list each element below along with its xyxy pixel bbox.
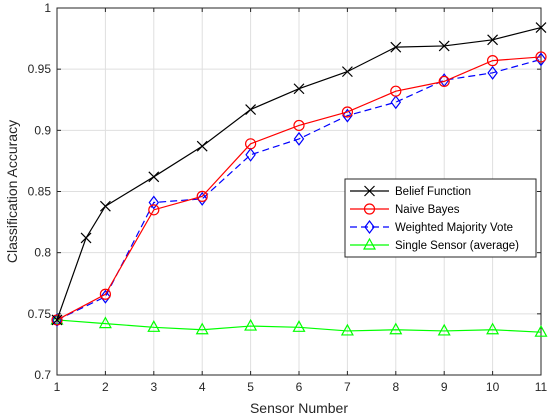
- data-point-marker: [51, 314, 63, 326]
- data-point-marker: [80, 232, 92, 244]
- x-tick-label: 2: [102, 380, 109, 394]
- data-point-marker: [487, 65, 498, 80]
- x-tick-label: 10: [486, 380, 500, 394]
- legend-item: Weighted Majority Vote: [350, 220, 513, 234]
- legend: Belief Function Naive Bayes Weighted Major…: [344, 178, 537, 258]
- x-tick-label: 1: [54, 380, 61, 394]
- data-point-marker: [99, 288, 112, 300]
- x-tick-label: 11: [535, 380, 548, 394]
- data-point-marker: [245, 147, 256, 162]
- data-point-marker: [535, 51, 547, 63]
- data-point-marker: [340, 323, 354, 336]
- data-point-marker: [437, 323, 451, 336]
- x-tick-label: 3: [150, 380, 157, 394]
- data-point-marker: [148, 204, 160, 216]
- legend-item: Single Sensor (average): [350, 237, 519, 252]
- y-tick-label: 0.9: [34, 123, 51, 137]
- y-tick-label: 0.85: [28, 185, 52, 199]
- legend-marker: [364, 220, 375, 234]
- series-line: [56, 58, 542, 321]
- data-point-marker: [486, 322, 500, 335]
- data-point-marker: [195, 322, 209, 335]
- x-axis-label: Sensor Number: [250, 400, 348, 416]
- data-point-marker: [148, 195, 160, 210]
- data-point-marker: [100, 289, 111, 304]
- legend-marker: [363, 203, 376, 215]
- data-point-marker: [99, 200, 111, 212]
- data-point-marker: [196, 190, 208, 202]
- y-tick-label: 1: [44, 1, 51, 15]
- data-point-marker: [51, 314, 63, 326]
- data-point-marker: [487, 34, 499, 46]
- series-line: [56, 56, 542, 321]
- data-point-marker: [293, 83, 305, 95]
- legend-label: Naive Bayes: [395, 204, 460, 216]
- x-tick-label: 9: [441, 380, 448, 394]
- series-naive-bayes: [51, 51, 547, 326]
- x-tick-label: 4: [199, 380, 206, 394]
- axis-ticks: 1 2 3 4 5 6 7 8 9 10 11 0.7 0.75 0.8 0.85 0.9 0.95 1: [28, 1, 548, 394]
- y-tick-label: 0.7: [34, 368, 51, 382]
- data-point-marker: [438, 40, 450, 52]
- y-tick-label: 0.95: [28, 62, 52, 76]
- y-tick-label: 0.8: [34, 246, 51, 260]
- series-belief-function: [51, 22, 547, 326]
- legend-item: Naive Bayes: [350, 203, 460, 216]
- data-point-marker: [390, 95, 402, 110]
- x-tick-label: 6: [296, 380, 303, 394]
- x-tick-label: 8: [392, 380, 399, 394]
- x-tick-label: 5: [247, 380, 254, 394]
- data-point-marker: [390, 41, 402, 53]
- data-point-marker: [196, 140, 208, 152]
- data-point-marker: [147, 320, 161, 332]
- data-point-marker: [487, 55, 499, 67]
- data-point-marker: [244, 318, 258, 331]
- y-tick-label: 0.75: [28, 307, 52, 321]
- legend-item: Belief Function: [350, 185, 471, 198]
- x-tick-label: 7: [344, 380, 351, 394]
- series-group: [50, 22, 548, 337]
- data-point-marker: [293, 119, 305, 132]
- data-point-marker: [245, 138, 257, 150]
- legend-label: Weighted Majority Vote: [395, 222, 513, 234]
- data-point-marker: [98, 316, 112, 329]
- series-line: [56, 319, 542, 333]
- data-point-marker: [148, 171, 160, 183]
- legend-label: Belief Function: [395, 186, 471, 198]
- legend-marker: [364, 185, 375, 197]
- data-point-marker: [341, 106, 353, 118]
- data-point-marker: [535, 22, 547, 33]
- data-point-marker: [245, 104, 257, 115]
- data-point-marker: [389, 322, 403, 335]
- data-point-marker: [341, 66, 353, 78]
- legend-box: [344, 178, 537, 258]
- data-point-marker: [293, 131, 305, 146]
- y-axis-label: Classification Accuracy: [4, 120, 20, 263]
- legend-label: Single Sensor (average): [395, 240, 519, 252]
- data-point-marker: [534, 324, 548, 337]
- series-line: [56, 26, 542, 321]
- data-point-marker: [438, 75, 450, 88]
- series-single-sensor-average: [50, 312, 548, 337]
- data-point-marker: [292, 320, 306, 332]
- data-point-marker: [390, 85, 402, 97]
- legend-marker: [362, 237, 377, 250]
- data-point-marker: [342, 108, 353, 123]
